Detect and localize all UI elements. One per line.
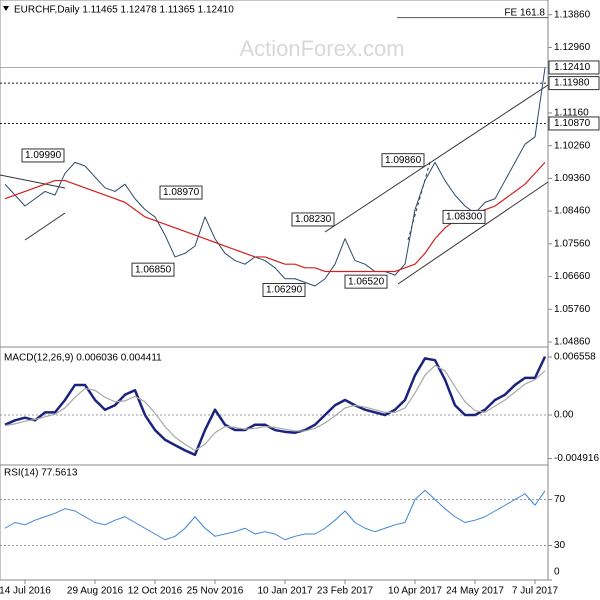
annotation-box [291, 212, 335, 227]
annotation-label: 1.09860 [385, 155, 422, 166]
annotation-label: 1.08230 [295, 214, 332, 225]
level-label: 1.11980 [554, 78, 590, 89]
macd-title: MACD(12,26,9) 0.006036 0.004411 [4, 353, 162, 364]
y-tick-label: 70 [554, 494, 566, 505]
y-tick-label: 1.12960 [554, 42, 591, 53]
annotation-box [262, 283, 306, 298]
annotation-box [159, 185, 203, 200]
y-tick-label: 0.00 [554, 410, 574, 421]
level-label: 1.10870 [554, 118, 591, 129]
y-tick-label: 1.04860 [554, 337, 591, 348]
y-tick-label: 1.05760 [554, 304, 591, 315]
watermark: ActionForex.com [239, 36, 404, 61]
annotation-box [21, 148, 65, 163]
annotation-box [381, 153, 425, 168]
x-tick-label: 14 Jul 2016 [0, 586, 51, 597]
title-icon [3, 6, 9, 11]
level-box [548, 60, 600, 75]
level-label: 1.12410 [554, 62, 591, 73]
x-tick-label: 12 Oct 2016 [128, 586, 183, 597]
level-box [548, 76, 600, 91]
rsi-title: RSI(14) 77.5613 [4, 468, 78, 479]
fe-label: FE 161.8 [504, 7, 545, 18]
y-tick-label: 1.13860 [554, 9, 591, 20]
annotation-box [442, 209, 486, 224]
annotation-box [344, 274, 388, 289]
x-tick-label: 29 Aug 2016 [67, 586, 124, 597]
series-line [4, 489, 546, 541]
y-tick-label: 1.06660 [554, 271, 591, 282]
y-tick-label: 1.08460 [554, 206, 591, 217]
y-tick-label: 1.10260 [554, 140, 591, 151]
y-tick-label: 1.11160 [554, 108, 589, 119]
chart-title: EURCHF,Daily 1.11465 1.12478 1.11365 1.1… [14, 5, 234, 16]
annotation-label: 1.06850 [135, 264, 172, 275]
x-tick-label: 24 May 2017 [446, 586, 504, 597]
annotation-label: 1.09990 [25, 150, 62, 161]
annotation-label: 1.06520 [348, 276, 385, 287]
annotation-label: 1.08970 [163, 187, 200, 198]
y-tick-label: -0.004916 [554, 453, 599, 464]
series-line [4, 364, 546, 452]
x-tick-label: 10 Apr 2017 [388, 586, 442, 597]
y-tick-label: 0.006558 [554, 352, 596, 363]
x-tick-label: 25 Nov 2016 [187, 586, 244, 597]
level-box [548, 116, 600, 131]
annotation-label: 1.08300 [446, 212, 483, 223]
series-line [4, 67, 546, 287]
annotation-box [131, 262, 175, 277]
x-tick-label: 23 Feb 2017 [317, 586, 374, 597]
y-tick-label: 1.07560 [554, 238, 591, 249]
series-line [4, 356, 547, 457]
y-tick-label: 30 [554, 540, 566, 551]
x-tick-label: 10 Jan 2017 [257, 586, 312, 597]
y-tick-label: 1.09360 [554, 173, 591, 184]
annotation-label: 1.06290 [266, 285, 303, 296]
x-tick-label: 7 Jul 2017 [512, 586, 559, 597]
y-tick-label: 0 [554, 567, 560, 578]
